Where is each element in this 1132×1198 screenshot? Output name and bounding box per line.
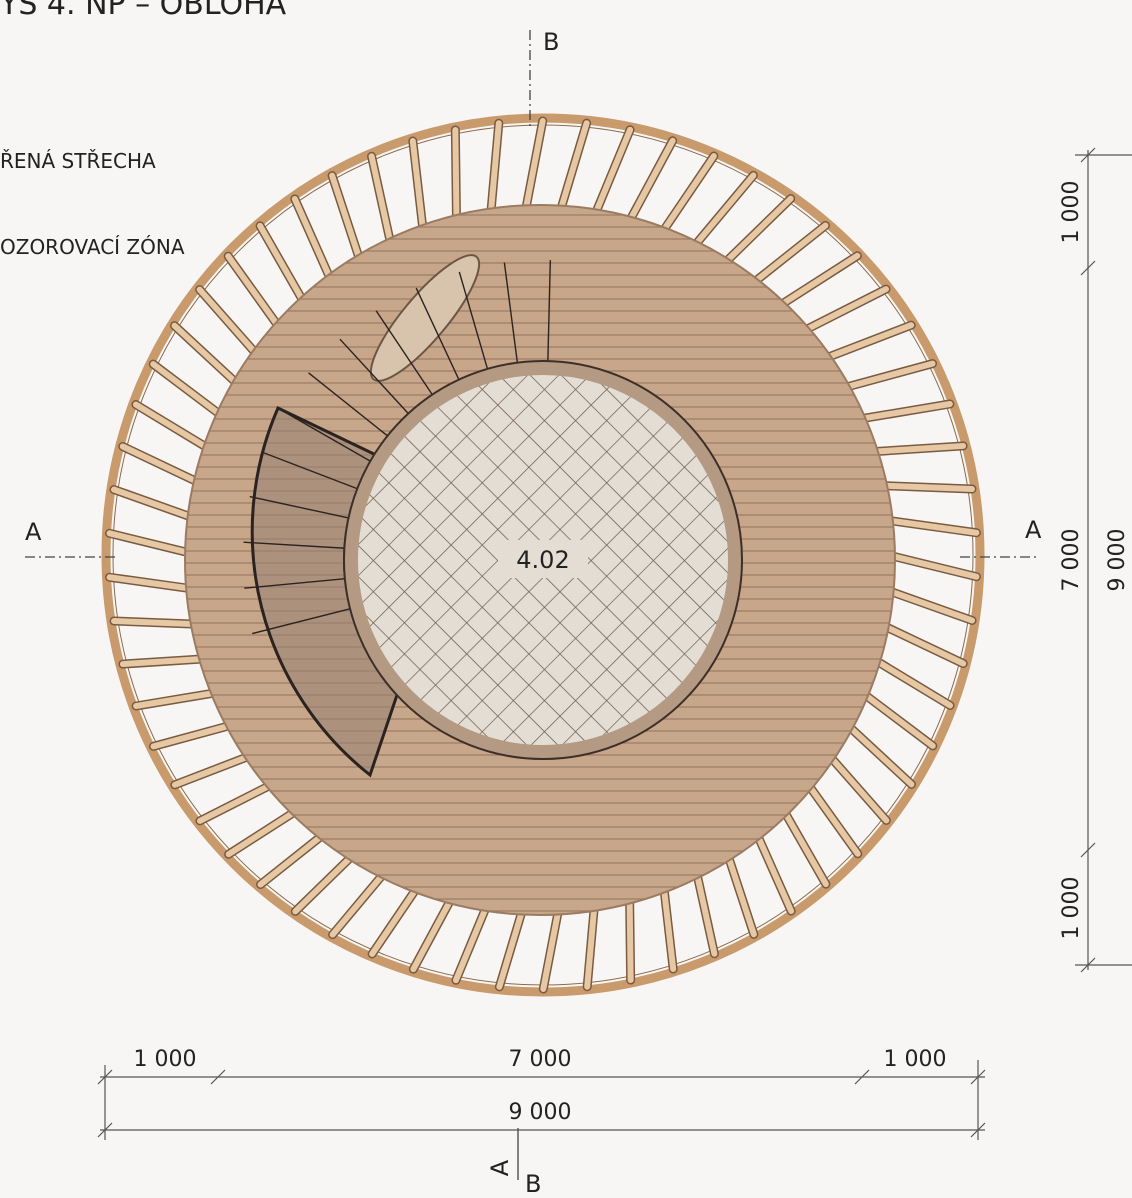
step [262,451,361,491]
rafter [883,517,980,536]
rafter [841,360,936,391]
section-mark: B [525,1170,541,1198]
rafter [857,400,953,422]
rafter [777,252,861,308]
room-label-bg [498,540,588,578]
legend-item: OZOROVACÍ ZÓNA [0,235,185,259]
rafter [452,126,460,225]
rafter [626,137,676,225]
rafter [823,322,915,361]
rafter [885,552,980,580]
rafter [869,655,954,709]
dimension-ticks [1080,147,1096,973]
rafter [659,875,677,973]
rafter [171,322,245,391]
section-mark: A [25,518,42,546]
step [547,260,552,365]
rafter [857,688,936,749]
step [243,541,348,550]
rafter [196,286,263,361]
dimension: 7 000 [1059,529,1084,592]
rafter [877,621,967,667]
step [503,262,519,366]
rafter [409,137,427,235]
sculpture [369,254,481,382]
rafter [257,222,309,308]
step [282,410,374,464]
rafter [777,802,829,888]
rafter [801,286,890,334]
step [251,607,354,635]
dimension: 7 000 [509,1047,572,1072]
rafter [225,253,285,334]
plan: 4.02 [101,113,985,997]
rafter [691,172,757,249]
net-edge [343,360,743,760]
rafter [132,401,217,455]
rafter [106,530,201,558]
dimension: 1 000 [1059,877,1084,940]
step [458,271,489,372]
stair-steps [243,260,552,635]
step [244,577,348,589]
step [308,372,391,439]
rafter [150,361,229,422]
title: YS 4. NP – OBLOHA [0,0,287,22]
rafter [751,222,829,286]
rafter [883,586,976,624]
step [375,310,435,398]
dimension: 1 000 [884,1047,947,1072]
step [339,338,411,417]
rafter [487,120,502,217]
section-mark: A [1025,516,1042,544]
rafter [522,118,546,214]
rafter [291,195,335,286]
dimension: 1 000 [134,1047,197,1072]
step [415,287,461,383]
rafter [110,486,203,524]
dimension: 1 000 [1059,181,1084,244]
rafter [106,574,203,593]
rafter [841,719,915,788]
step [249,495,352,520]
legend-item: ŘENÁ STŘECHA [0,149,156,173]
rafter [877,482,975,492]
room-label: 4.02 [516,546,569,574]
rafter [329,172,364,266]
dimension: 9 000 [1105,529,1130,592]
rafter [659,153,717,235]
rafter [119,443,209,489]
rafter [557,120,590,214]
rafter [368,153,395,249]
rafter [823,749,890,824]
rafter [722,844,757,938]
dimension-ticks [97,1060,986,1140]
dimension: 9 000 [509,1100,572,1125]
rafter [801,776,861,857]
section-mark: A [486,1159,514,1176]
section-mark: B [543,28,559,56]
rafter [751,824,795,915]
rafter [691,861,718,957]
rafter [722,195,794,266]
rafter [869,442,967,455]
rafter [592,126,634,217]
